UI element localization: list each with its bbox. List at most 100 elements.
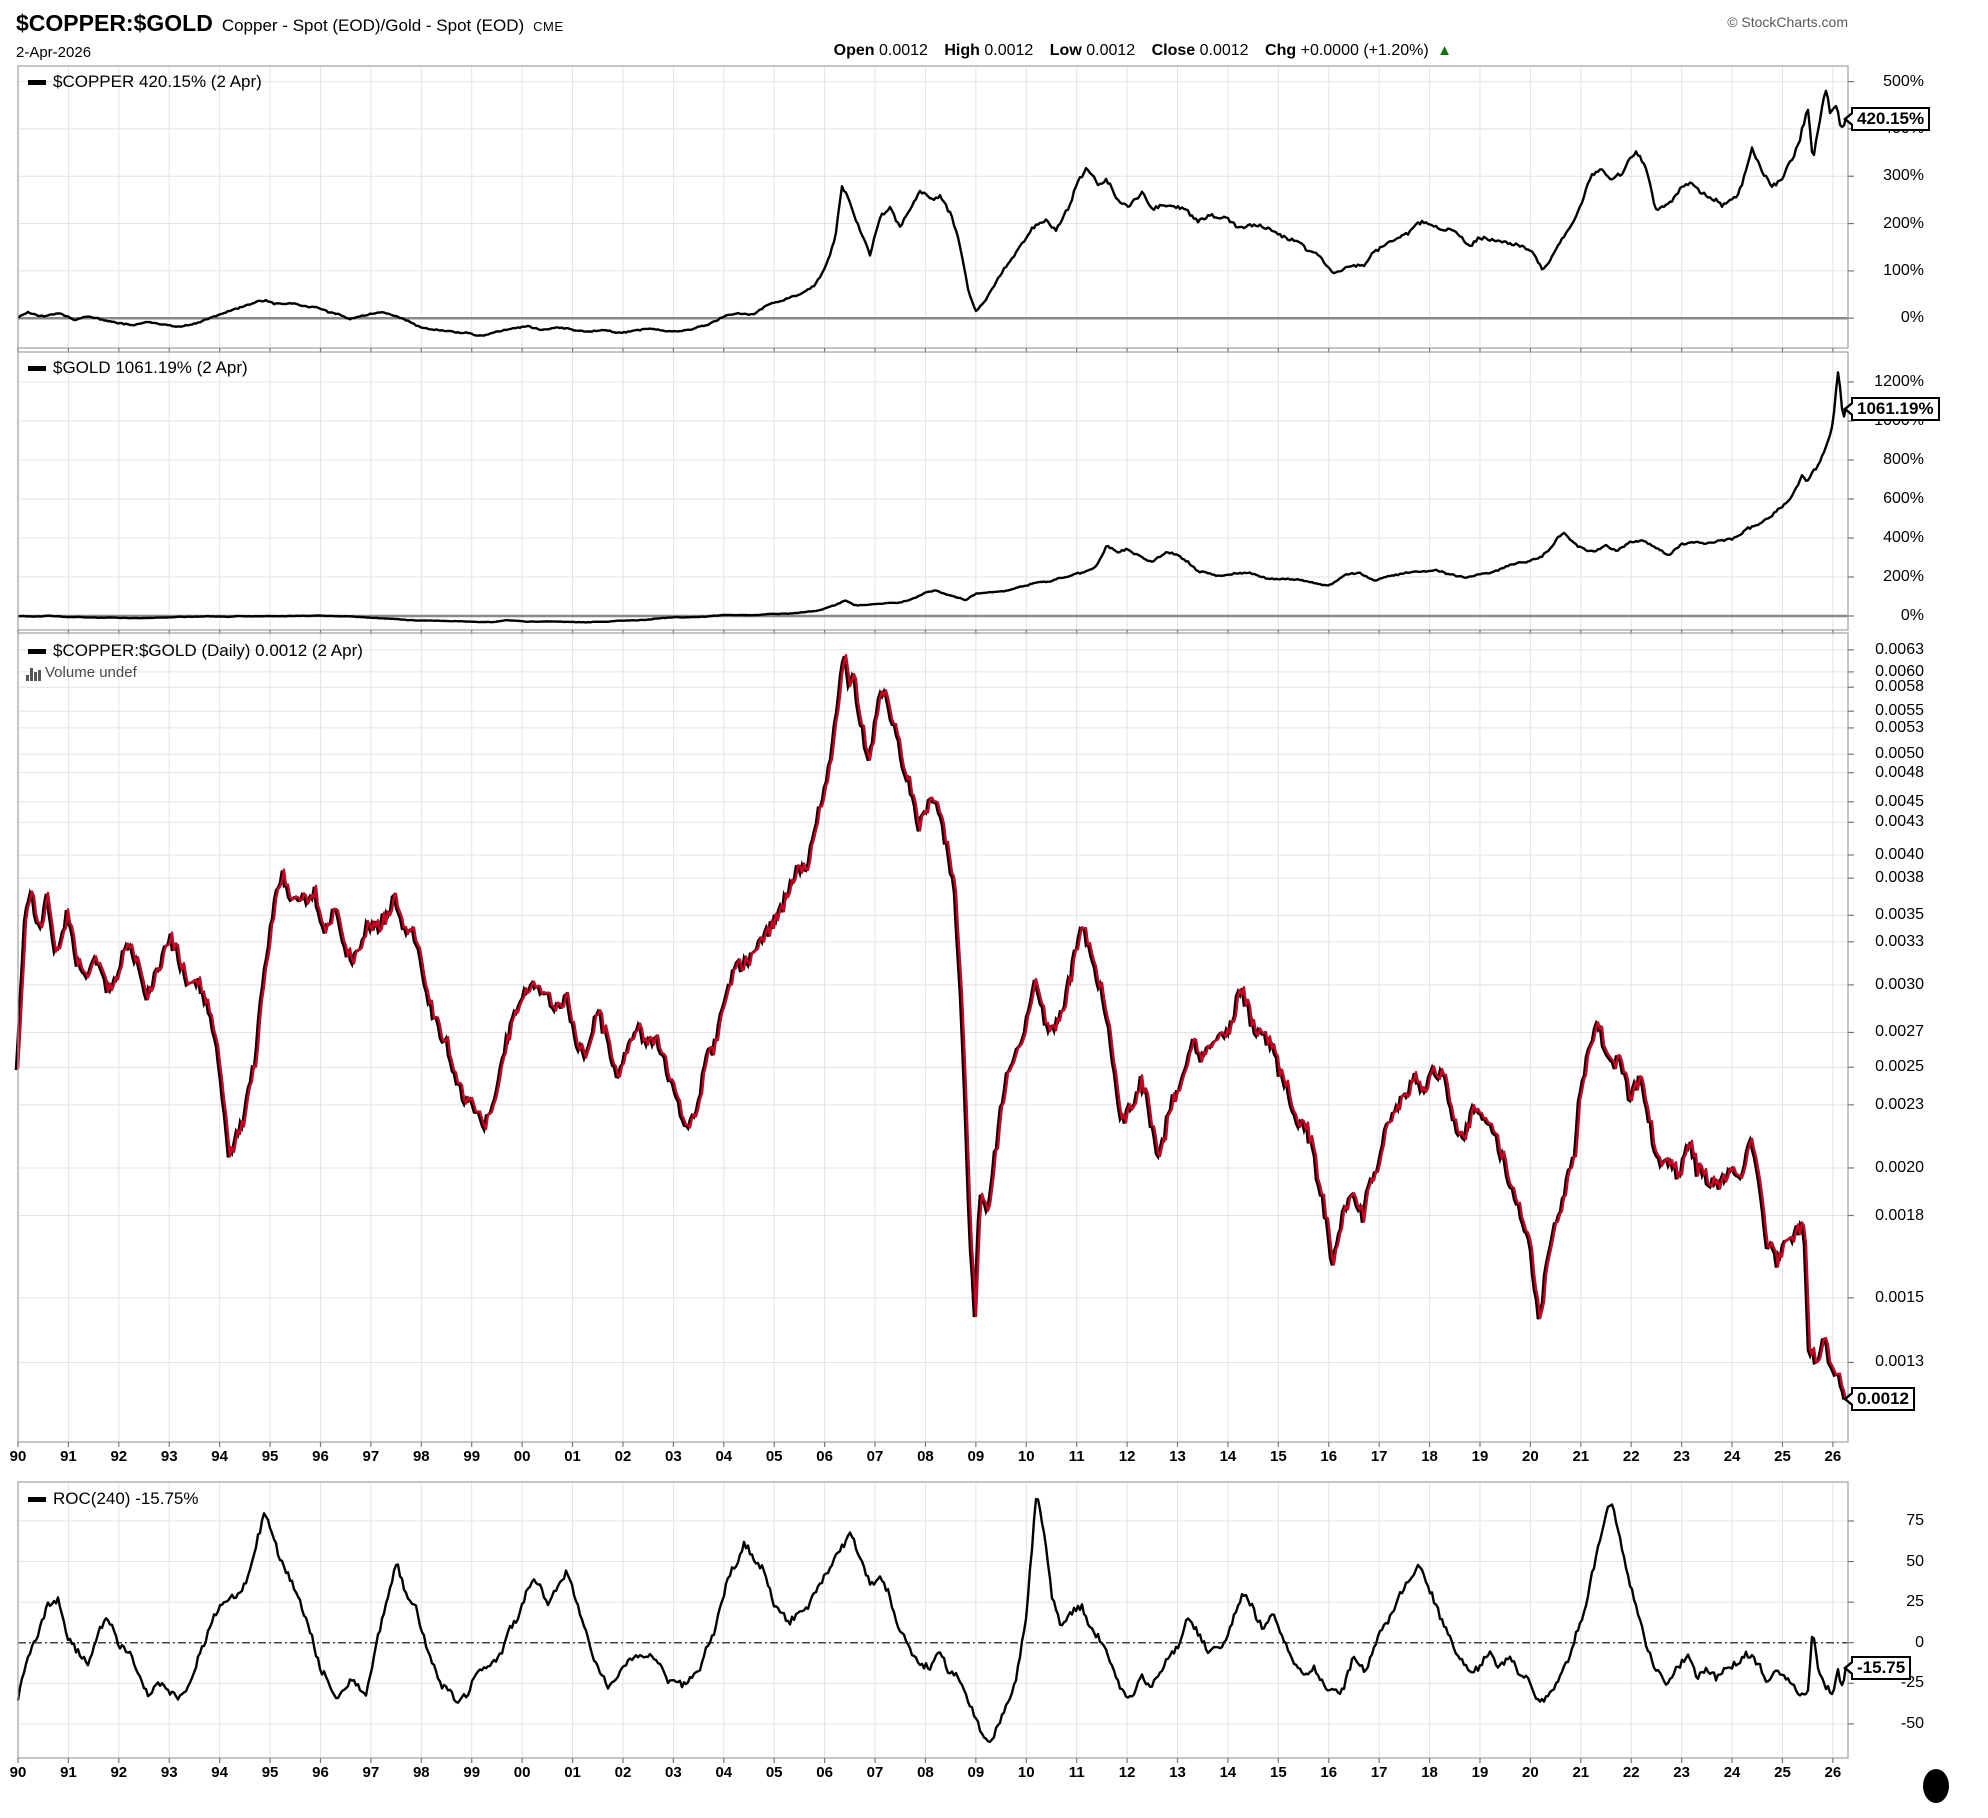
low-value: 0.0012 — [1086, 42, 1136, 59]
ratio-y-axis-label: 0.0020 — [1875, 1158, 1924, 1176]
ratio-y-axis-label: 0.0055 — [1875, 702, 1924, 720]
x-axis-year-label: 09 — [967, 1764, 985, 1781]
x-axis-year-label: 13 — [1169, 1764, 1186, 1781]
roc-y-axis-label: 50 — [1906, 1552, 1924, 1570]
x-axis-year-label: 18 — [1421, 1764, 1438, 1781]
symbol-description: Copper - Spot (EOD)/Gold - Spot (EOD) — [221, 16, 525, 35]
ratio-y-axis-label: 0.0030 — [1875, 975, 1924, 993]
gold-series-line — [17, 371, 1847, 624]
legend-ratio: $COPPER:$GOLD (Daily) 0.0012 (2 Apr) — [28, 641, 363, 661]
x-axis-year-label: 10 — [1017, 1764, 1035, 1781]
x-axis-year-label: 01 — [564, 1764, 581, 1781]
gold-y-axis-label: 600% — [1883, 489, 1924, 507]
ratio-y-axis-label: 0.0050 — [1875, 745, 1924, 763]
ratio-y-axis-label: 0.0027 — [1875, 1023, 1924, 1041]
x-axis-year-label: 00 — [513, 1448, 531, 1465]
ratio-y-axis-label: 0.0043 — [1875, 813, 1924, 831]
x-axis-year-label: 01 — [564, 1448, 581, 1465]
x-axis-year-label: 16 — [1320, 1764, 1338, 1781]
legend-ratio-label: $COPPER:$GOLD (Daily) 0.0012 (2 Apr) — [53, 641, 363, 660]
x-axis-year-label: 26 — [1824, 1448, 1842, 1465]
x-axis-year-label: 09 — [967, 1448, 985, 1465]
copper-y-axis-label: 200% — [1883, 214, 1924, 232]
roc-y-axis-label: -50 — [1900, 1714, 1924, 1732]
x-axis-year-label: 22 — [1622, 1448, 1640, 1465]
high-label: High — [944, 42, 980, 59]
x-axis-year-label: 99 — [463, 1764, 481, 1781]
x-axis-year-label: 17 — [1370, 1448, 1388, 1465]
x-axis-year-label: 97 — [362, 1448, 380, 1465]
ratio-y-axis-label: 0.0013 — [1875, 1353, 1924, 1371]
x-axis-year-label: 94 — [211, 1448, 228, 1465]
roc-y-axis-label: 75 — [1906, 1511, 1924, 1529]
quote-row: Open 0.0012 High 0.0012 Low 0.0012 Close… — [0, 42, 1452, 60]
x-axis-year-label: 07 — [866, 1764, 884, 1781]
ratio-y-axis-label: 0.0038 — [1875, 869, 1924, 887]
legend-dash-icon — [28, 648, 46, 654]
up-arrow-icon: ▲ — [1437, 42, 1452, 59]
ratio-y-axis-label: 0.0058 — [1875, 678, 1924, 696]
chg-label: Chg — [1265, 42, 1297, 59]
ratio-y-axis-label: 0.0053 — [1875, 718, 1924, 736]
gold-y-axis-label: 0% — [1900, 606, 1924, 624]
x-axis-year-label: 08 — [917, 1764, 934, 1781]
volume-bars-icon — [26, 668, 41, 681]
ratio-y-axis-label: 0.0018 — [1875, 1206, 1924, 1224]
x-axis-year-label: 17 — [1370, 1764, 1388, 1781]
x-axis-year-label: 20 — [1522, 1764, 1539, 1781]
x-axis-year-label: 96 — [312, 1764, 329, 1781]
copper-y-axis-label: 300% — [1883, 167, 1924, 185]
chart-date: 2-Apr-2026 — [16, 44, 92, 61]
x-axis-year-label: 11 — [1068, 1448, 1085, 1465]
legend-roc-label: ROC(240) -15.75% — [53, 1489, 199, 1508]
x-axis-year-label: 91 — [60, 1448, 77, 1465]
copper-last-value-callout: 420.15% — [1842, 107, 1931, 132]
x-axis-year-label: 04 — [715, 1448, 733, 1465]
legend-dash-icon — [28, 79, 46, 85]
x-axis-year-label: 14 — [1219, 1764, 1237, 1781]
ratio-y-axis-label: 0.0045 — [1875, 792, 1924, 810]
x-axis-year-label: 12 — [1118, 1764, 1136, 1781]
x-axis-year-label: 02 — [614, 1764, 632, 1781]
x-axis-year-label: 92 — [110, 1764, 128, 1781]
legend-roc: ROC(240) -15.75% — [28, 1489, 199, 1509]
x-axis-year-label: 05 — [765, 1448, 783, 1465]
legend-dash-icon — [28, 1496, 46, 1502]
x-axis-year-label: 91 — [60, 1764, 77, 1781]
x-axis-year-label: 95 — [261, 1448, 279, 1465]
x-axis-year-label: 03 — [665, 1764, 682, 1781]
x-axis-year-label: 15 — [1269, 1448, 1287, 1465]
x-axis-year-label: 21 — [1572, 1764, 1590, 1781]
copper-series-line — [17, 89, 1847, 337]
volume-legend-label: Volume undef — [45, 664, 137, 681]
x-axis-year-label: 11 — [1068, 1764, 1085, 1781]
legend-dash-icon — [28, 365, 46, 371]
copper-y-axis-label: 500% — [1883, 72, 1924, 90]
x-axis-year-label: 00 — [513, 1764, 531, 1781]
gold-y-axis-label: 800% — [1883, 451, 1924, 468]
open-value: 0.0012 — [878, 42, 928, 59]
roc-panel-border — [17, 1481, 1849, 1759]
x-axis-year-label: 10 — [1017, 1448, 1035, 1465]
x-axis-year-label: 26 — [1824, 1764, 1842, 1781]
symbol-title: $COPPER:$GOLD — [16, 10, 213, 36]
x-axis-year-label: 20 — [1522, 1448, 1539, 1465]
x-axis-year-label: 90 — [9, 1764, 27, 1781]
gold-last-value-callout: 1061.19% — [1843, 397, 1940, 422]
x-axis-year-label: 07 — [866, 1448, 884, 1465]
record-dot — [1923, 1769, 1949, 1803]
gold-y-axis-label: 1200% — [1874, 373, 1924, 391]
ratio-y-axis-label: 0.0040 — [1875, 845, 1924, 863]
x-axis-year-label: 98 — [412, 1448, 430, 1465]
chg-value: +0.0000 (+1.20%) — [1300, 42, 1429, 59]
x-axis-year-label: 23 — [1673, 1448, 1690, 1465]
ratio-y-axis-label: 0.0035 — [1875, 906, 1924, 924]
x-axis-year-label: 93 — [160, 1448, 178, 1465]
roc-y-axis-label: 0 — [1915, 1633, 1924, 1651]
legend-gold-label: $GOLD 1061.19% (2 Apr) — [53, 358, 248, 377]
x-axis-year-label: 94 — [211, 1764, 228, 1781]
ratio-series-underlay-line — [14, 655, 1845, 1400]
x-axis-year-label: 05 — [765, 1764, 783, 1781]
